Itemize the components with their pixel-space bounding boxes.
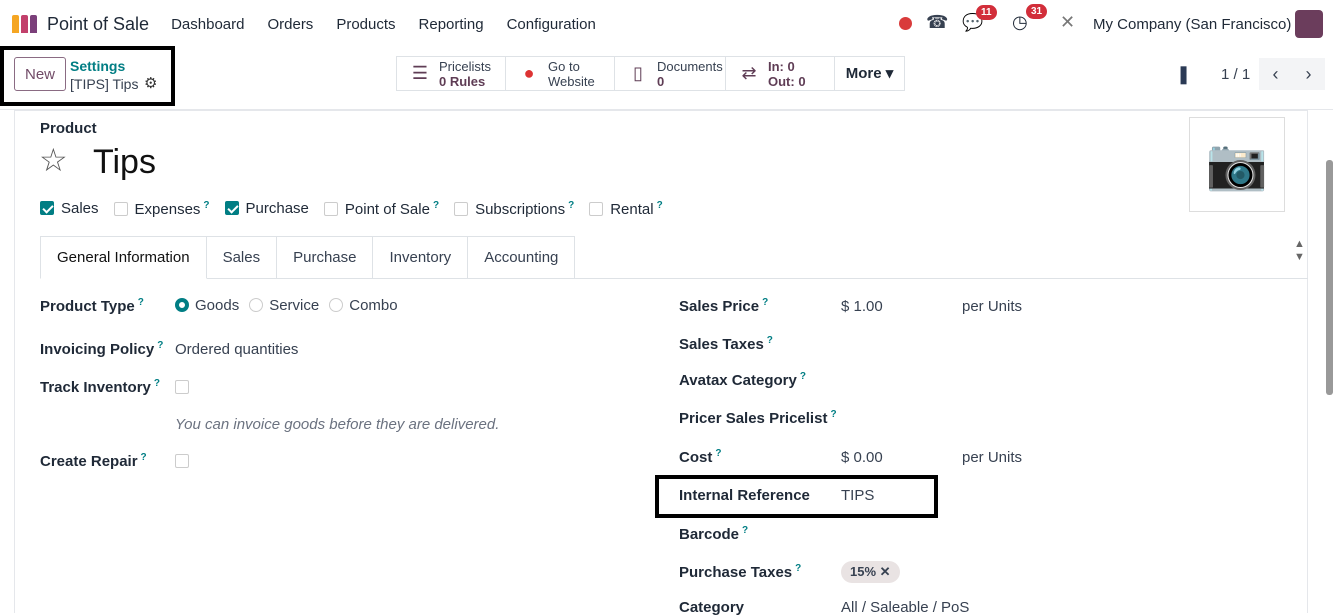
recording-dot-icon[interactable]	[899, 17, 912, 30]
purchase-tax-tag: 15% ✕	[841, 561, 900, 583]
user-avatar[interactable]	[1295, 10, 1323, 38]
pager-value[interactable]: 1 / 1	[1221, 66, 1251, 83]
menu-configuration[interactable]: Configuration	[506, 15, 596, 33]
sales-taxes-label: Sales Taxes?	[679, 335, 773, 353]
invoice-hint: You can invoice goods before they are de…	[175, 416, 500, 433]
camera-add-icon[interactable]: 📷	[1189, 117, 1285, 212]
bookmark-icon[interactable]: ❚	[1176, 64, 1192, 84]
avatax-category-label: Avatax Category?	[679, 371, 806, 389]
tab-general-information[interactable]: General Information	[40, 236, 207, 279]
form-tabs: General Information Sales Purchase Inven…	[40, 236, 1308, 279]
app-name[interactable]: Point of Sale	[47, 13, 150, 34]
internal-reference-input[interactable]: TIPS	[841, 487, 875, 504]
category-select[interactable]: All / Saleable / PoS	[841, 599, 970, 616]
radio-combo[interactable]: Combo	[329, 297, 398, 314]
go-to-website-button[interactable]: ● Go to Website	[505, 56, 615, 91]
list-icon: ☰	[411, 63, 429, 83]
flag-sales[interactable]: Sales	[40, 200, 99, 218]
product-type-label: Product Type?	[40, 297, 144, 315]
invoicing-policy-select[interactable]: Ordered quantities	[175, 341, 299, 358]
more-dropdown[interactable]: More ▾	[834, 56, 905, 91]
menu-products[interactable]: Products	[336, 15, 396, 33]
tools-icon[interactable]: ✕	[1060, 12, 1076, 32]
phone-icon[interactable]: ☎	[926, 12, 949, 32]
pricelists-button[interactable]: ☰ Pricelists 0 Rules	[396, 56, 506, 91]
company-switcher[interactable]: My Company (San Francisco)	[1093, 16, 1292, 33]
radio-goods[interactable]: Goods	[175, 297, 239, 314]
create-repair-checkbox[interactable]	[175, 453, 196, 470]
tab-sales[interactable]: Sales	[205, 236, 278, 278]
highlight-box	[655, 475, 938, 518]
new-button[interactable]: New	[14, 57, 66, 91]
control-panel: New Settings [TIPS] Tips ⚙ ☰ Pricelists 0 …	[0, 46, 1333, 110]
radio-service[interactable]: Service	[249, 297, 319, 314]
pager-previous-button[interactable]: ‹	[1259, 58, 1292, 90]
scroll-arrows-icon[interactable]: ▲ ▼	[1294, 238, 1305, 263]
pager-next-button[interactable]: ›	[1292, 58, 1325, 90]
pricer-sales-pricelist-label: Pricer Sales Pricelist?	[679, 409, 837, 427]
track-inventory-label: Track Inventory?	[40, 378, 160, 396]
in-out-button[interactable]: ⇄ In: 0 Out: 0	[725, 56, 835, 91]
top-navbar: Point of Sale Dashboard Orders Products …	[0, 0, 1333, 48]
globe-icon: ●	[523, 63, 535, 83]
menu-orders[interactable]: Orders	[267, 15, 314, 33]
tab-purchase[interactable]: Purchase	[276, 236, 374, 278]
flag-point-of-sale[interactable]: Point of Sale?	[323, 200, 439, 218]
flag-subscriptions[interactable]: Subscriptions?	[454, 200, 574, 218]
create-repair-label: Create Repair?	[40, 452, 147, 470]
internal-reference-label: Internal Reference	[679, 487, 810, 504]
flag-rental[interactable]: Rental?	[589, 200, 663, 218]
menu-reporting[interactable]: Reporting	[418, 15, 484, 33]
documents-button[interactable]: ▯ Documents 0	[614, 56, 726, 91]
category-label: Category	[679, 599, 745, 616]
form-sheet: Product ☆ Tips 📷 Sales Expenses? Purchas…	[14, 110, 1308, 616]
highlight-box	[0, 46, 175, 106]
menu-dashboard[interactable]: Dashboard	[171, 15, 245, 33]
cost-label: Cost?	[679, 448, 722, 466]
remove-tag-icon[interactable]: ✕	[879, 564, 891, 579]
transfer-icon: ⇄	[741, 63, 757, 83]
app-logo-icon	[12, 15, 37, 33]
document-icon: ▯	[633, 63, 643, 83]
invoicing-policy-label: Invoicing Policy?	[40, 340, 164, 358]
sales-price-uom: per Units	[962, 298, 1023, 315]
flag-expenses[interactable]: Expenses?	[113, 200, 210, 218]
tab-accounting[interactable]: Accounting	[467, 236, 576, 278]
track-inventory-checkbox[interactable]	[175, 379, 196, 396]
scrollbar[interactable]	[1326, 160, 1333, 395]
barcode-label: Barcode?	[679, 525, 749, 543]
favorite-star-icon[interactable]: ☆	[39, 142, 68, 178]
tab-inventory[interactable]: Inventory	[372, 236, 469, 278]
purchase-taxes-label: Purchase Taxes?	[679, 563, 802, 581]
gear-icon[interactable]: ⚙	[144, 75, 158, 92]
product-label: Product	[40, 120, 97, 137]
product-name[interactable]: Tips	[93, 143, 156, 181]
breadcrumb-settings[interactable]: Settings	[70, 58, 126, 74]
product-type-radio: Goods Service Combo	[175, 297, 398, 314]
cost-input[interactable]: $ 0.00	[841, 449, 883, 466]
breadcrumb-current: [TIPS] Tips	[70, 76, 139, 92]
sales-price-input[interactable]: $ 1.00	[841, 298, 883, 315]
activities-badge: 31	[1026, 4, 1048, 19]
sales-price-label: Sales Price?	[679, 297, 769, 315]
cost-uom: per Units	[962, 449, 1023, 466]
messages-badge: 11	[976, 5, 997, 20]
activities-icon[interactable]: ◷ 31	[1012, 4, 1048, 33]
messages-icon[interactable]: 💬 11	[962, 5, 997, 33]
product-flags: Sales Expenses? Purchase Point of Sale? …	[40, 200, 663, 218]
flag-purchase[interactable]: Purchase	[224, 200, 309, 218]
